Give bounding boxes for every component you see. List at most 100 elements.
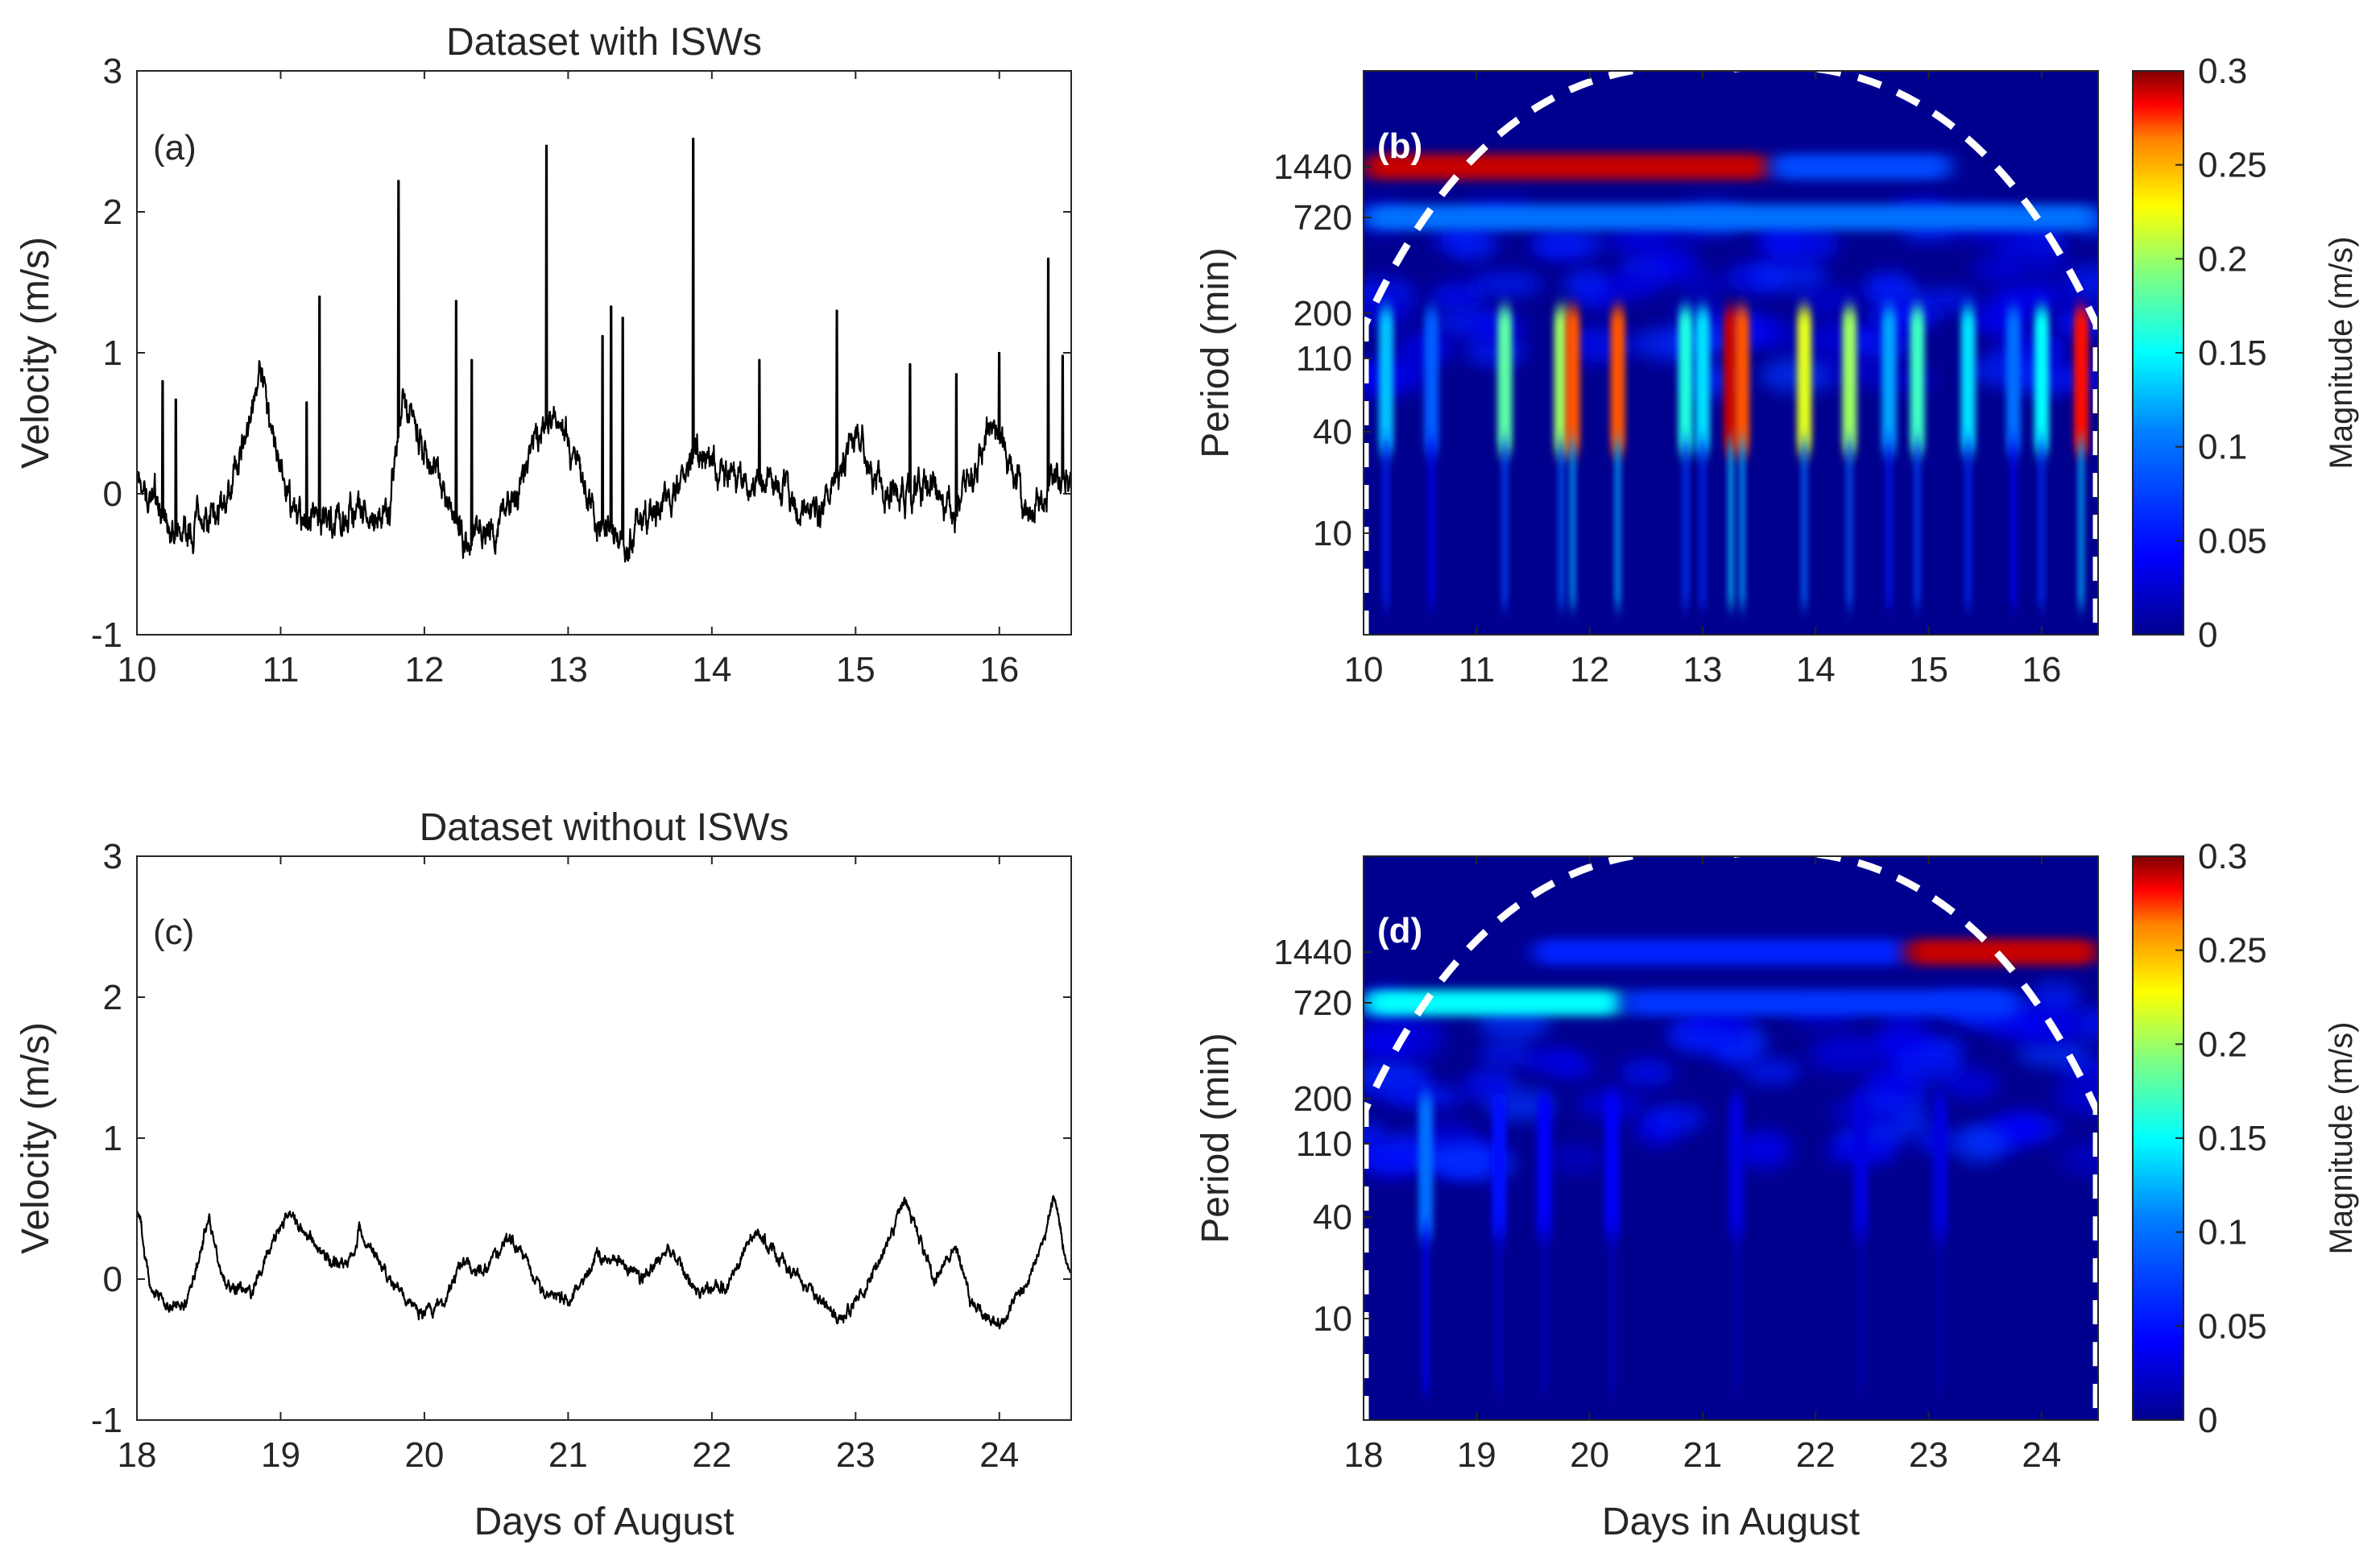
wavelet-texture xyxy=(1968,352,2042,388)
x-tick-label: 13 xyxy=(1683,650,1722,689)
wavelet-burst xyxy=(1565,308,1580,454)
wavelet-texture xyxy=(2016,1039,2092,1067)
wavelet-texture xyxy=(1645,1104,1706,1133)
wavelet-texture xyxy=(1867,304,1944,328)
wavelet-streak xyxy=(1615,438,1620,607)
x-tick-label: 14 xyxy=(692,650,731,689)
wavelet-band xyxy=(1364,154,1771,180)
x-tick-label: 24 xyxy=(979,1435,1019,1475)
colorbar-tick-label: 0.1 xyxy=(2198,428,2247,467)
x-tick-label: 16 xyxy=(2022,650,2061,689)
wavelet-texture xyxy=(1734,1130,1793,1169)
y-tick-label: 10 xyxy=(1313,514,1352,553)
colorbar-tick-label: 0.25 xyxy=(2198,146,2267,185)
x-tick-label: 23 xyxy=(836,1435,875,1475)
y-tick-label: 0 xyxy=(103,1260,122,1299)
y-tick-label: 1 xyxy=(103,1119,122,1158)
x-tick-label: 14 xyxy=(1796,650,1836,689)
wavelet-streak xyxy=(1699,438,1705,607)
title-c: Dataset without ISWs xyxy=(420,806,789,849)
y-axis-label-d: Period (min) xyxy=(1194,1033,1237,1243)
wavelet-burst xyxy=(1695,308,1710,454)
y-tick-label: 40 xyxy=(1313,1198,1352,1237)
wavelet-streak xyxy=(1502,438,1508,607)
x-tick-label: 16 xyxy=(979,650,1019,689)
wavelet-burst xyxy=(2034,308,2049,454)
wavelet-burst xyxy=(1604,1093,1620,1240)
wavelet-texture xyxy=(1420,1141,1494,1177)
colorbar-ticks-d: 0 0.05 0.1 0.15 0.2 0.25 0.3 xyxy=(2175,837,2267,1440)
wavelet-texture xyxy=(1972,254,2022,284)
x-axis-label-d: Days in August xyxy=(1602,1501,1860,1543)
wavelet-burst xyxy=(1554,308,1569,454)
wavelet-burst xyxy=(1537,1093,1552,1240)
y-tick-label: 1440 xyxy=(1273,147,1352,187)
panel-b: 10 11 12 13 14 15 16 1440 720 200 110 40 10 (b) Per… xyxy=(1194,52,2359,689)
wavelet-texture xyxy=(1364,1142,1431,1172)
x-tick-label: 11 xyxy=(263,650,300,689)
wavelet-streak xyxy=(1384,438,1389,607)
wavelet-texture xyxy=(1563,267,1611,304)
colorbar-tick-label: 0.2 xyxy=(2198,239,2247,279)
x-tick-label: 20 xyxy=(404,1435,444,1475)
wavelet-texture xyxy=(1430,281,1486,313)
y-ticks-a: -1 0 1 2 3 xyxy=(91,52,1071,655)
wavelet-texture xyxy=(1808,1041,1880,1074)
y-tick-label: -1 xyxy=(91,615,122,655)
colorbar-tick-label: 0.05 xyxy=(2198,1306,2267,1346)
wavelet-burst xyxy=(1492,1093,1507,1240)
x-tick-label: 12 xyxy=(404,650,444,689)
wavelet-band xyxy=(1533,939,1906,965)
x-tick-label: 24 xyxy=(2022,1435,2061,1475)
wavelet-texture xyxy=(1536,229,1605,259)
x-tick-label: 18 xyxy=(1344,1435,1384,1475)
colorbar-tick-label: 0.15 xyxy=(2198,1119,2267,1158)
x-axis-label-c: Days of August xyxy=(474,1501,735,1543)
wavelet-streak xyxy=(1802,438,1807,607)
wavelet-texture xyxy=(1793,284,1865,317)
colorbar-tick-label: 0.3 xyxy=(2198,837,2247,876)
x-tick-label: 19 xyxy=(261,1435,300,1475)
wavelet-streak xyxy=(1558,438,1564,607)
panel-d: 18 19 20 21 22 23 24 1440 720 200 110 40 10 (d) Per… xyxy=(1194,837,2359,1543)
wavelet-burst xyxy=(1379,308,1394,454)
wavelet-texture xyxy=(2053,1076,2098,1115)
y-axis-label-c: Velocity (m/s) xyxy=(14,1022,57,1254)
wavelet-texture xyxy=(2059,1141,2098,1177)
wavelet-burst xyxy=(1842,308,1857,454)
y-tick-label: 1440 xyxy=(1273,933,1352,972)
velocity-series xyxy=(137,1195,1071,1330)
y-tick-label: 110 xyxy=(1296,339,1352,379)
y-ticks-c: -1 0 1 2 3 xyxy=(91,837,1071,1440)
wavelet-streak xyxy=(1937,1224,1943,1393)
wavelet-burst xyxy=(1910,308,1925,454)
panel-label-d: (d) xyxy=(1377,911,1422,950)
wavelet-texture xyxy=(1763,224,1840,263)
wavelet-texture xyxy=(1952,1124,2007,1163)
y-tick-label: 3 xyxy=(103,837,122,876)
x-tick-label: 21 xyxy=(548,1435,588,1475)
wavelet-band xyxy=(1364,990,1624,1016)
wavelet-streak xyxy=(2010,438,2016,607)
wavelet-texture xyxy=(1990,284,2059,311)
y-tick-label: 10 xyxy=(1313,1299,1352,1339)
y-ticks-d: 1440 720 200 110 40 10 xyxy=(1273,933,1372,1339)
wavelet-texture xyxy=(1463,1072,1510,1099)
y-axis-label-b: Period (min) xyxy=(1194,247,1237,458)
y-tick-label: 720 xyxy=(1293,198,1352,238)
axes-box-c xyxy=(136,855,1072,1421)
x-ticks-d: 18 19 20 21 22 23 24 xyxy=(1344,856,2061,1475)
wavelet-texture xyxy=(1470,271,1543,297)
wavelet-streak xyxy=(1734,1224,1740,1393)
x-tick-label: 18 xyxy=(118,1435,157,1475)
wavelet-texture xyxy=(1752,259,1827,291)
y-axis-label-a: Velocity (m/s) xyxy=(14,237,57,469)
wavelet-streak xyxy=(1542,1224,1547,1393)
wavelet-streak xyxy=(1423,1224,1429,1393)
wavelet-burst xyxy=(1853,1093,1869,1240)
colorbar-tick-label: 0.2 xyxy=(2198,1025,2247,1064)
wavelet-streak xyxy=(1570,438,1575,607)
x-tick-label: 10 xyxy=(118,650,157,689)
wavelet-texture xyxy=(1448,225,1499,262)
wavelet-texture xyxy=(1894,1045,1964,1084)
